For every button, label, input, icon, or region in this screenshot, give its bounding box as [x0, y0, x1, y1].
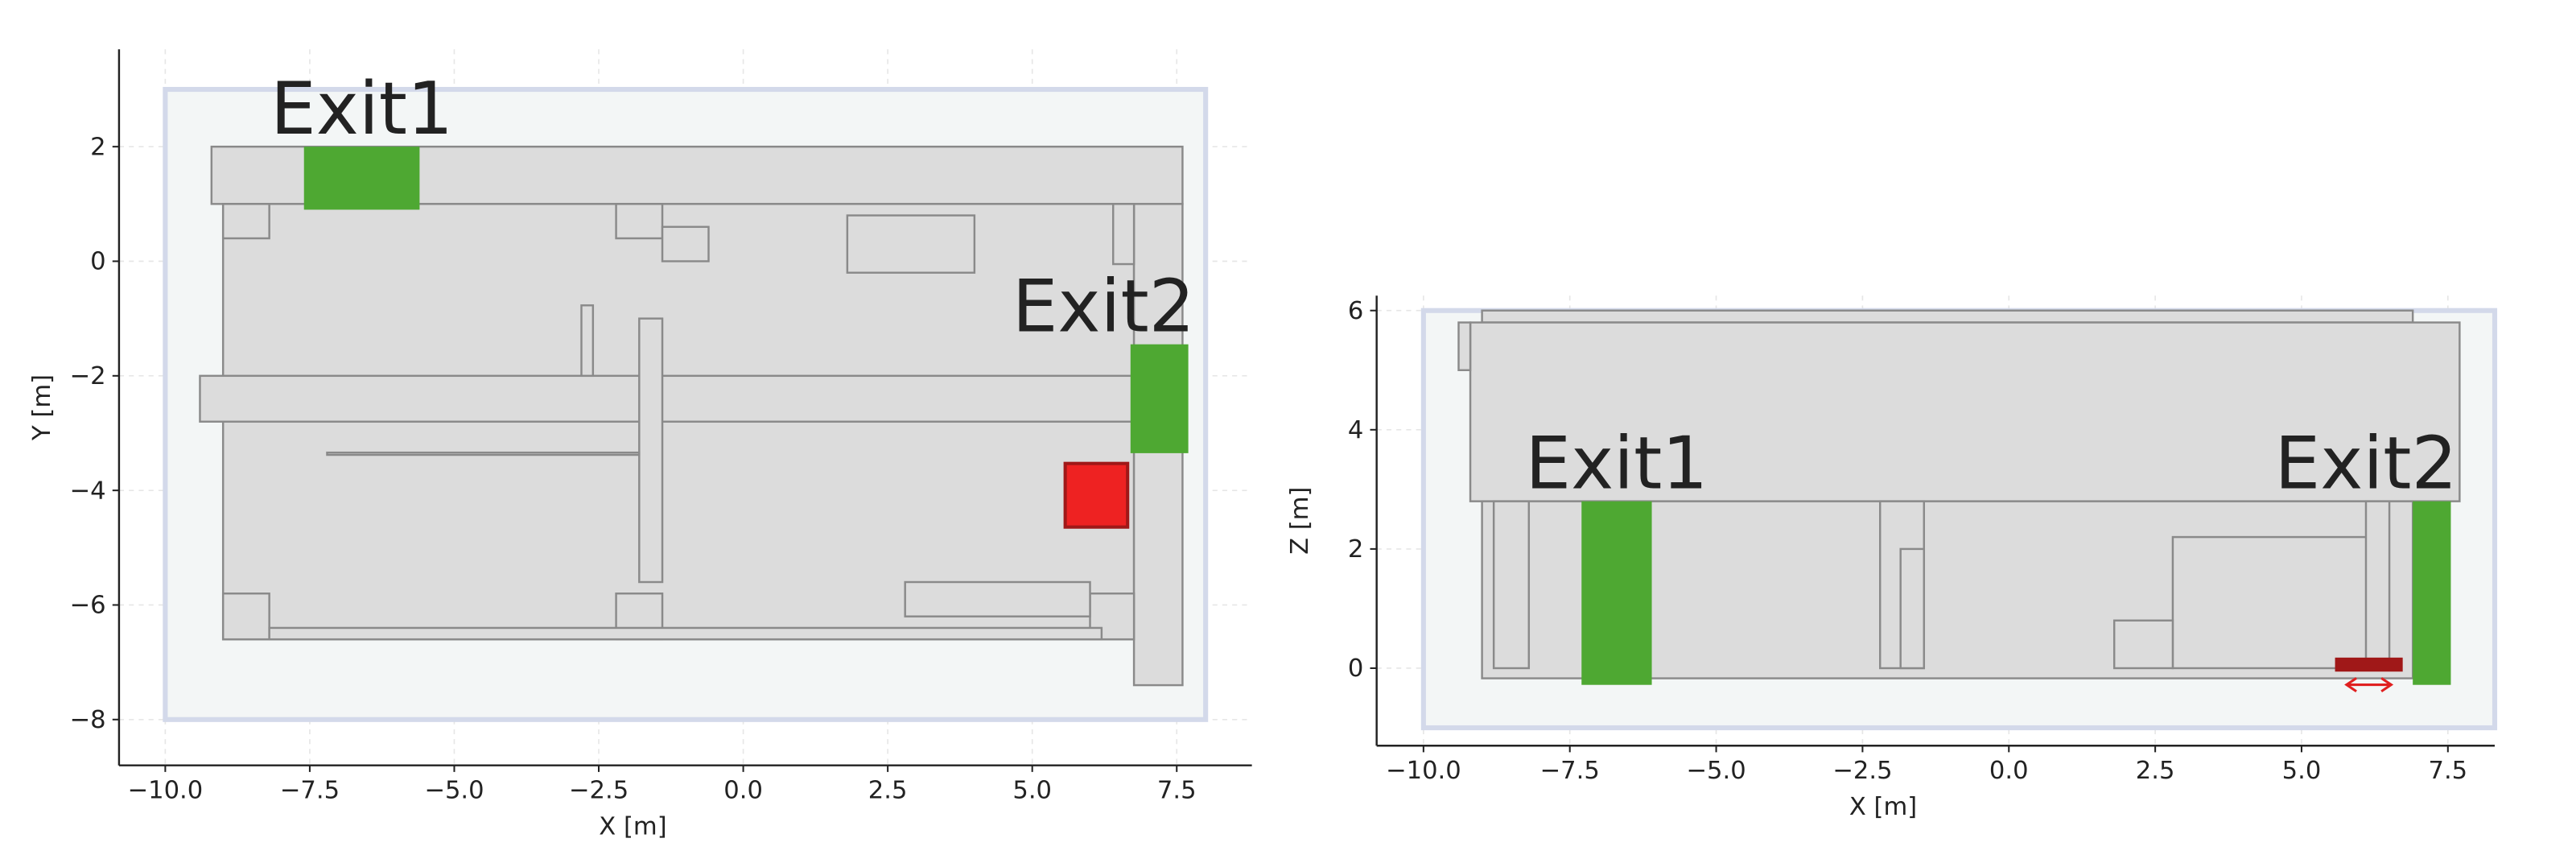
wall — [326, 451, 641, 456]
x-tick-label: −10.0 — [1386, 757, 1461, 785]
exit-label: Exit1 — [270, 68, 453, 151]
x-tick-label: −10.0 — [127, 777, 203, 805]
x-tick-label: 2.5 — [2136, 757, 2175, 785]
wall — [1112, 203, 1136, 266]
wall — [221, 203, 270, 240]
y-tick-label: −8 — [69, 706, 105, 734]
exit — [1130, 344, 1189, 453]
x-tick-label: 0.0 — [1989, 757, 2029, 785]
x-tick-label: 2.5 — [868, 777, 908, 805]
exit — [2413, 501, 2451, 685]
x-tick-label: −5.0 — [1686, 757, 1745, 785]
wall — [638, 317, 664, 584]
wall — [1899, 547, 1926, 670]
exit — [1581, 501, 1652, 685]
x-tick-label: 7.5 — [2428, 757, 2467, 785]
exit-label: Exit1 — [1525, 422, 1708, 506]
x-tick-label: 5.0 — [2282, 757, 2322, 785]
y-tick-label: 0 — [1348, 655, 1363, 683]
y-tick-label: −6 — [69, 592, 105, 620]
wall — [615, 203, 664, 240]
wall — [2112, 619, 2174, 670]
x-tick-label: −2.5 — [1832, 757, 1892, 785]
exit — [303, 147, 420, 210]
wall — [580, 304, 595, 378]
wall — [904, 580, 1091, 617]
y-tick-label: 4 — [1348, 416, 1363, 444]
wall — [2364, 500, 2391, 670]
exit-label: Exit2 — [1012, 265, 1195, 349]
wall — [221, 593, 270, 641]
wall — [661, 225, 710, 262]
wall — [1492, 500, 1531, 670]
x-tick-label: −5.0 — [424, 777, 484, 805]
source — [1063, 461, 1130, 529]
x-tick-label: 7.5 — [1157, 777, 1197, 805]
wall — [1089, 593, 1136, 641]
y-axis-label: Y [m] — [28, 374, 56, 441]
wall — [2171, 535, 2379, 670]
y-tick-label: 2 — [90, 133, 105, 161]
y-tick-label: 0 — [90, 248, 105, 276]
x-tick-label: −7.5 — [1540, 757, 1600, 785]
x-tick-label: −7.5 — [280, 777, 340, 805]
wall — [1457, 321, 1472, 372]
x-axis-label: X [m] — [599, 812, 666, 840]
wall — [199, 374, 1184, 423]
wall — [1469, 321, 2461, 502]
y-tick-label: −2 — [69, 362, 105, 390]
y-axis-label: Z [m] — [1286, 487, 1314, 555]
exit-label: Exit2 — [2275, 422, 2458, 506]
x-axis-label: X [m] — [1849, 793, 1917, 821]
wall — [1481, 309, 2414, 324]
y-tick-label: −4 — [69, 477, 105, 505]
wall — [846, 214, 976, 274]
arrow-head — [2344, 677, 2394, 692]
x-tick-label: −2.5 — [569, 777, 629, 805]
x-tick-label: 0.0 — [723, 777, 763, 805]
y-tick-label: 6 — [1348, 297, 1363, 325]
wall — [268, 626, 1103, 641]
source — [2335, 657, 2403, 672]
x-tick-label: 5.0 — [1012, 777, 1052, 805]
y-tick-label: 2 — [1348, 535, 1363, 564]
